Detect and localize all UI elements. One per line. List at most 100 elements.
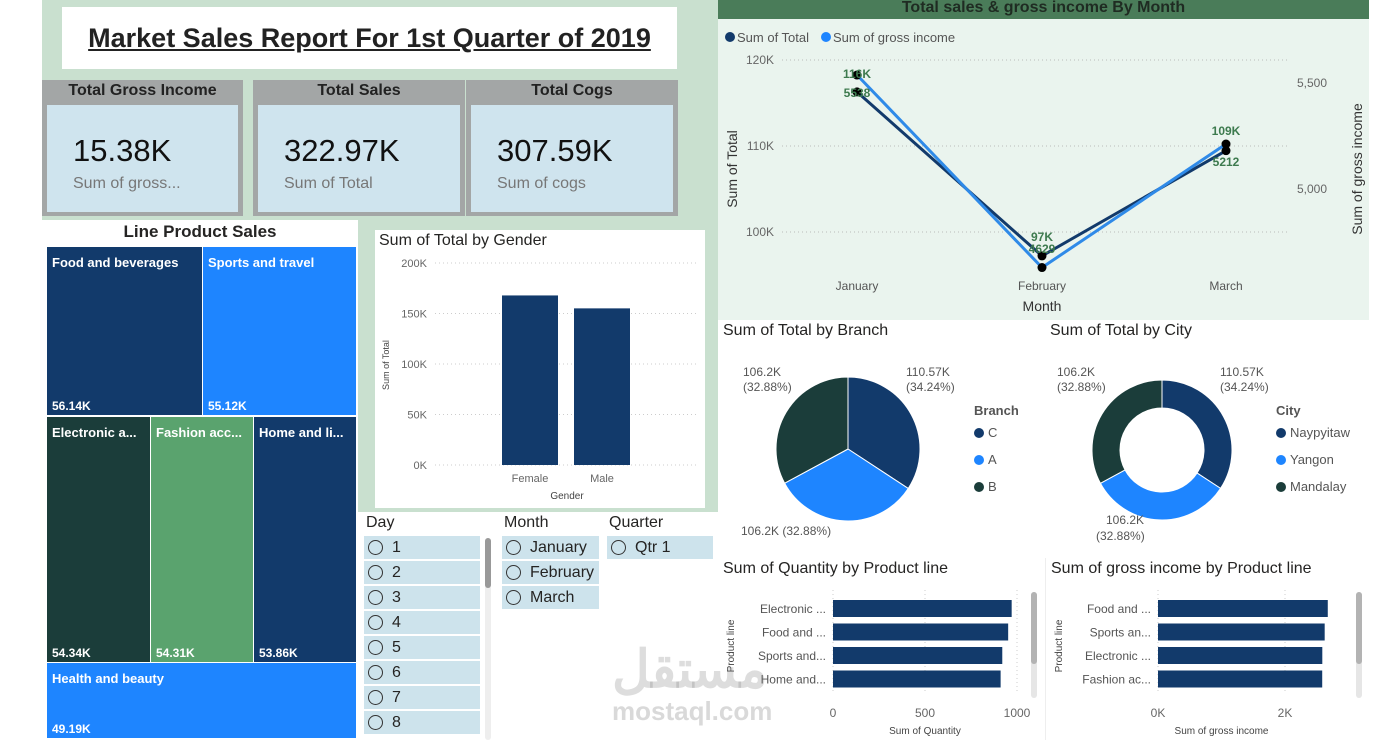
data-point (852, 87, 862, 97)
y-tick-label: Electronic ... (760, 602, 826, 616)
day-option[interactable]: 7 (364, 686, 480, 709)
x-axis-title: Sum of gross income (1175, 726, 1269, 737)
radio-icon (368, 540, 383, 555)
month-option[interactable]: February (502, 561, 599, 584)
slice-pct-label: (34.24%) (906, 380, 955, 394)
pie-slice (1161, 379, 1233, 490)
slice-value-label: 110.57K (906, 365, 950, 379)
slice-value-label: 110.57K (1220, 365, 1264, 379)
data-label: 116K (843, 67, 871, 81)
data-label: 97K (1031, 230, 1053, 244)
treemap-tile[interactable]: Fashion acc... 54.31K (151, 417, 253, 662)
right-tick-label: 5,000 (1297, 182, 1327, 196)
kpi-total-sales: Total Sales 322.97K Sum of Total (253, 80, 465, 216)
y-tick-label: Sports an... (1090, 626, 1151, 640)
radio-icon (368, 615, 383, 630)
left-tick-label: 110K (747, 139, 774, 153)
y-tick-label: 50K (407, 410, 427, 422)
legend-marker (821, 32, 831, 42)
option-label: 8 (392, 713, 401, 731)
left-tick-label: 100K (746, 225, 774, 239)
option-label: 1 (392, 538, 401, 556)
legend-label: Naypyitaw (1290, 425, 1351, 440)
treemap-tile[interactable]: Food and beverages 56.14K (47, 247, 202, 415)
radio-icon (506, 540, 521, 555)
bar (833, 647, 1003, 664)
city-donut-chart: Sum of Total by City 110.57K (34.24%) 106.… (1045, 320, 1369, 558)
slice-pct-label: (32.88%) (1096, 529, 1145, 543)
x-tick-label: Female (512, 473, 549, 485)
bar (502, 295, 558, 465)
slice-value-label: 106.2K (743, 365, 781, 379)
scrollbar[interactable] (1356, 592, 1362, 698)
radio-icon (368, 565, 383, 580)
quarter-option[interactable]: Qtr 1 (607, 536, 713, 559)
x-tick-label: 2K (1278, 706, 1293, 720)
treemap-tile[interactable]: Sports and travel 55.12K (203, 247, 356, 415)
legend-label: Yangon (1290, 452, 1334, 467)
kpi-value: 307.59K (497, 133, 613, 168)
option-label: 7 (392, 688, 401, 706)
bar (1158, 670, 1323, 688)
day-option[interactable]: 6 (364, 661, 480, 684)
treemap-tile[interactable]: Home and li... 53.86K (254, 417, 356, 662)
y-axis-title: Product line (1054, 619, 1065, 672)
y-axis-title: Product line (726, 619, 737, 672)
slice-value-label: 106.2K (1106, 513, 1144, 527)
x-tick-label: 500 (915, 706, 935, 720)
treemap-line-product-sales: Line Product Sales Food and beverages 56.… (42, 220, 358, 740)
slice-pct-label: (34.24%) (1220, 380, 1269, 394)
day-option[interactable]: 2 (364, 561, 480, 584)
kpi-value: 322.97K (284, 133, 400, 168)
legend-marker (974, 482, 984, 492)
radio-icon (506, 590, 521, 605)
radio-icon (506, 565, 521, 580)
day-option[interactable]: 5 (364, 636, 480, 659)
bar (833, 670, 1001, 688)
left-tick-label: 120K (746, 53, 774, 67)
day-option[interactable]: 1 (364, 536, 480, 559)
kpi-label: Sum of gross... (73, 175, 181, 192)
watermark-logo: مستقل (612, 641, 768, 699)
day-option[interactable]: 8 (364, 711, 480, 734)
y-tick-label: Fashion ac... (1082, 673, 1151, 687)
legend-label: Sum of Total (737, 30, 809, 45)
x-tick-label: January (836, 279, 879, 293)
quarter-slicer: Quarter Qtr 1 (605, 512, 715, 740)
slicer-title: Quarter (609, 514, 664, 531)
y-axis-title: Sum of Total (381, 340, 391, 390)
tile-value: 55.12K (208, 399, 247, 413)
treemap-tile[interactable]: Electronic a... 54.34K (47, 417, 150, 662)
slice-value-label: 106.2K (1057, 365, 1095, 379)
day-option[interactable]: 3 (364, 586, 480, 609)
month-option[interactable]: January (502, 536, 599, 559)
scrollbar[interactable] (1031, 592, 1037, 698)
slice-pct-label: (32.88%) (1057, 380, 1106, 394)
legend-label: B (988, 479, 997, 494)
legend-title: Branch (974, 403, 1019, 418)
kpi-header: Total Sales (317, 82, 401, 99)
x-axis-title: Sum of Quantity (889, 726, 961, 737)
x-tick-label: 0K (1151, 706, 1166, 720)
month-option[interactable]: March (502, 586, 599, 609)
y-axis-title: Sum of Total (724, 130, 740, 208)
bar (1158, 647, 1323, 664)
option-label: 3 (392, 588, 401, 606)
tile-label: Home and li... (259, 425, 344, 440)
data-point (1221, 139, 1231, 149)
y-tick-label: Sports and... (758, 649, 826, 663)
legend-marker (1276, 455, 1286, 465)
tile-label: Electronic a... (52, 425, 137, 440)
quantity-bar-chart: Sum of Quantity by Product line 0 500 1000… (718, 558, 1044, 740)
kpi-label: Sum of cogs (497, 175, 586, 192)
data-point (852, 70, 862, 80)
slice-value-label: 106.2K (32.88%) (741, 524, 831, 538)
day-option[interactable]: 4 (364, 611, 480, 634)
x-axis-title: Month (1023, 298, 1062, 314)
option-label: January (530, 538, 587, 556)
tile-value: 56.14K (52, 399, 91, 413)
treemap-tile[interactable]: Health and beauty 49.19K (47, 663, 356, 738)
kpi-total-cogs: Total Cogs 307.59K Sum of cogs (466, 80, 678, 216)
data-label: 109K (1212, 124, 1241, 138)
option-label: 4 (392, 613, 401, 631)
